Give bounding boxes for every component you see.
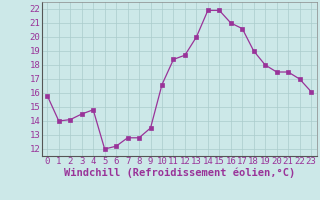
X-axis label: Windchill (Refroidissement éolien,°C): Windchill (Refroidissement éolien,°C)	[64, 168, 295, 178]
